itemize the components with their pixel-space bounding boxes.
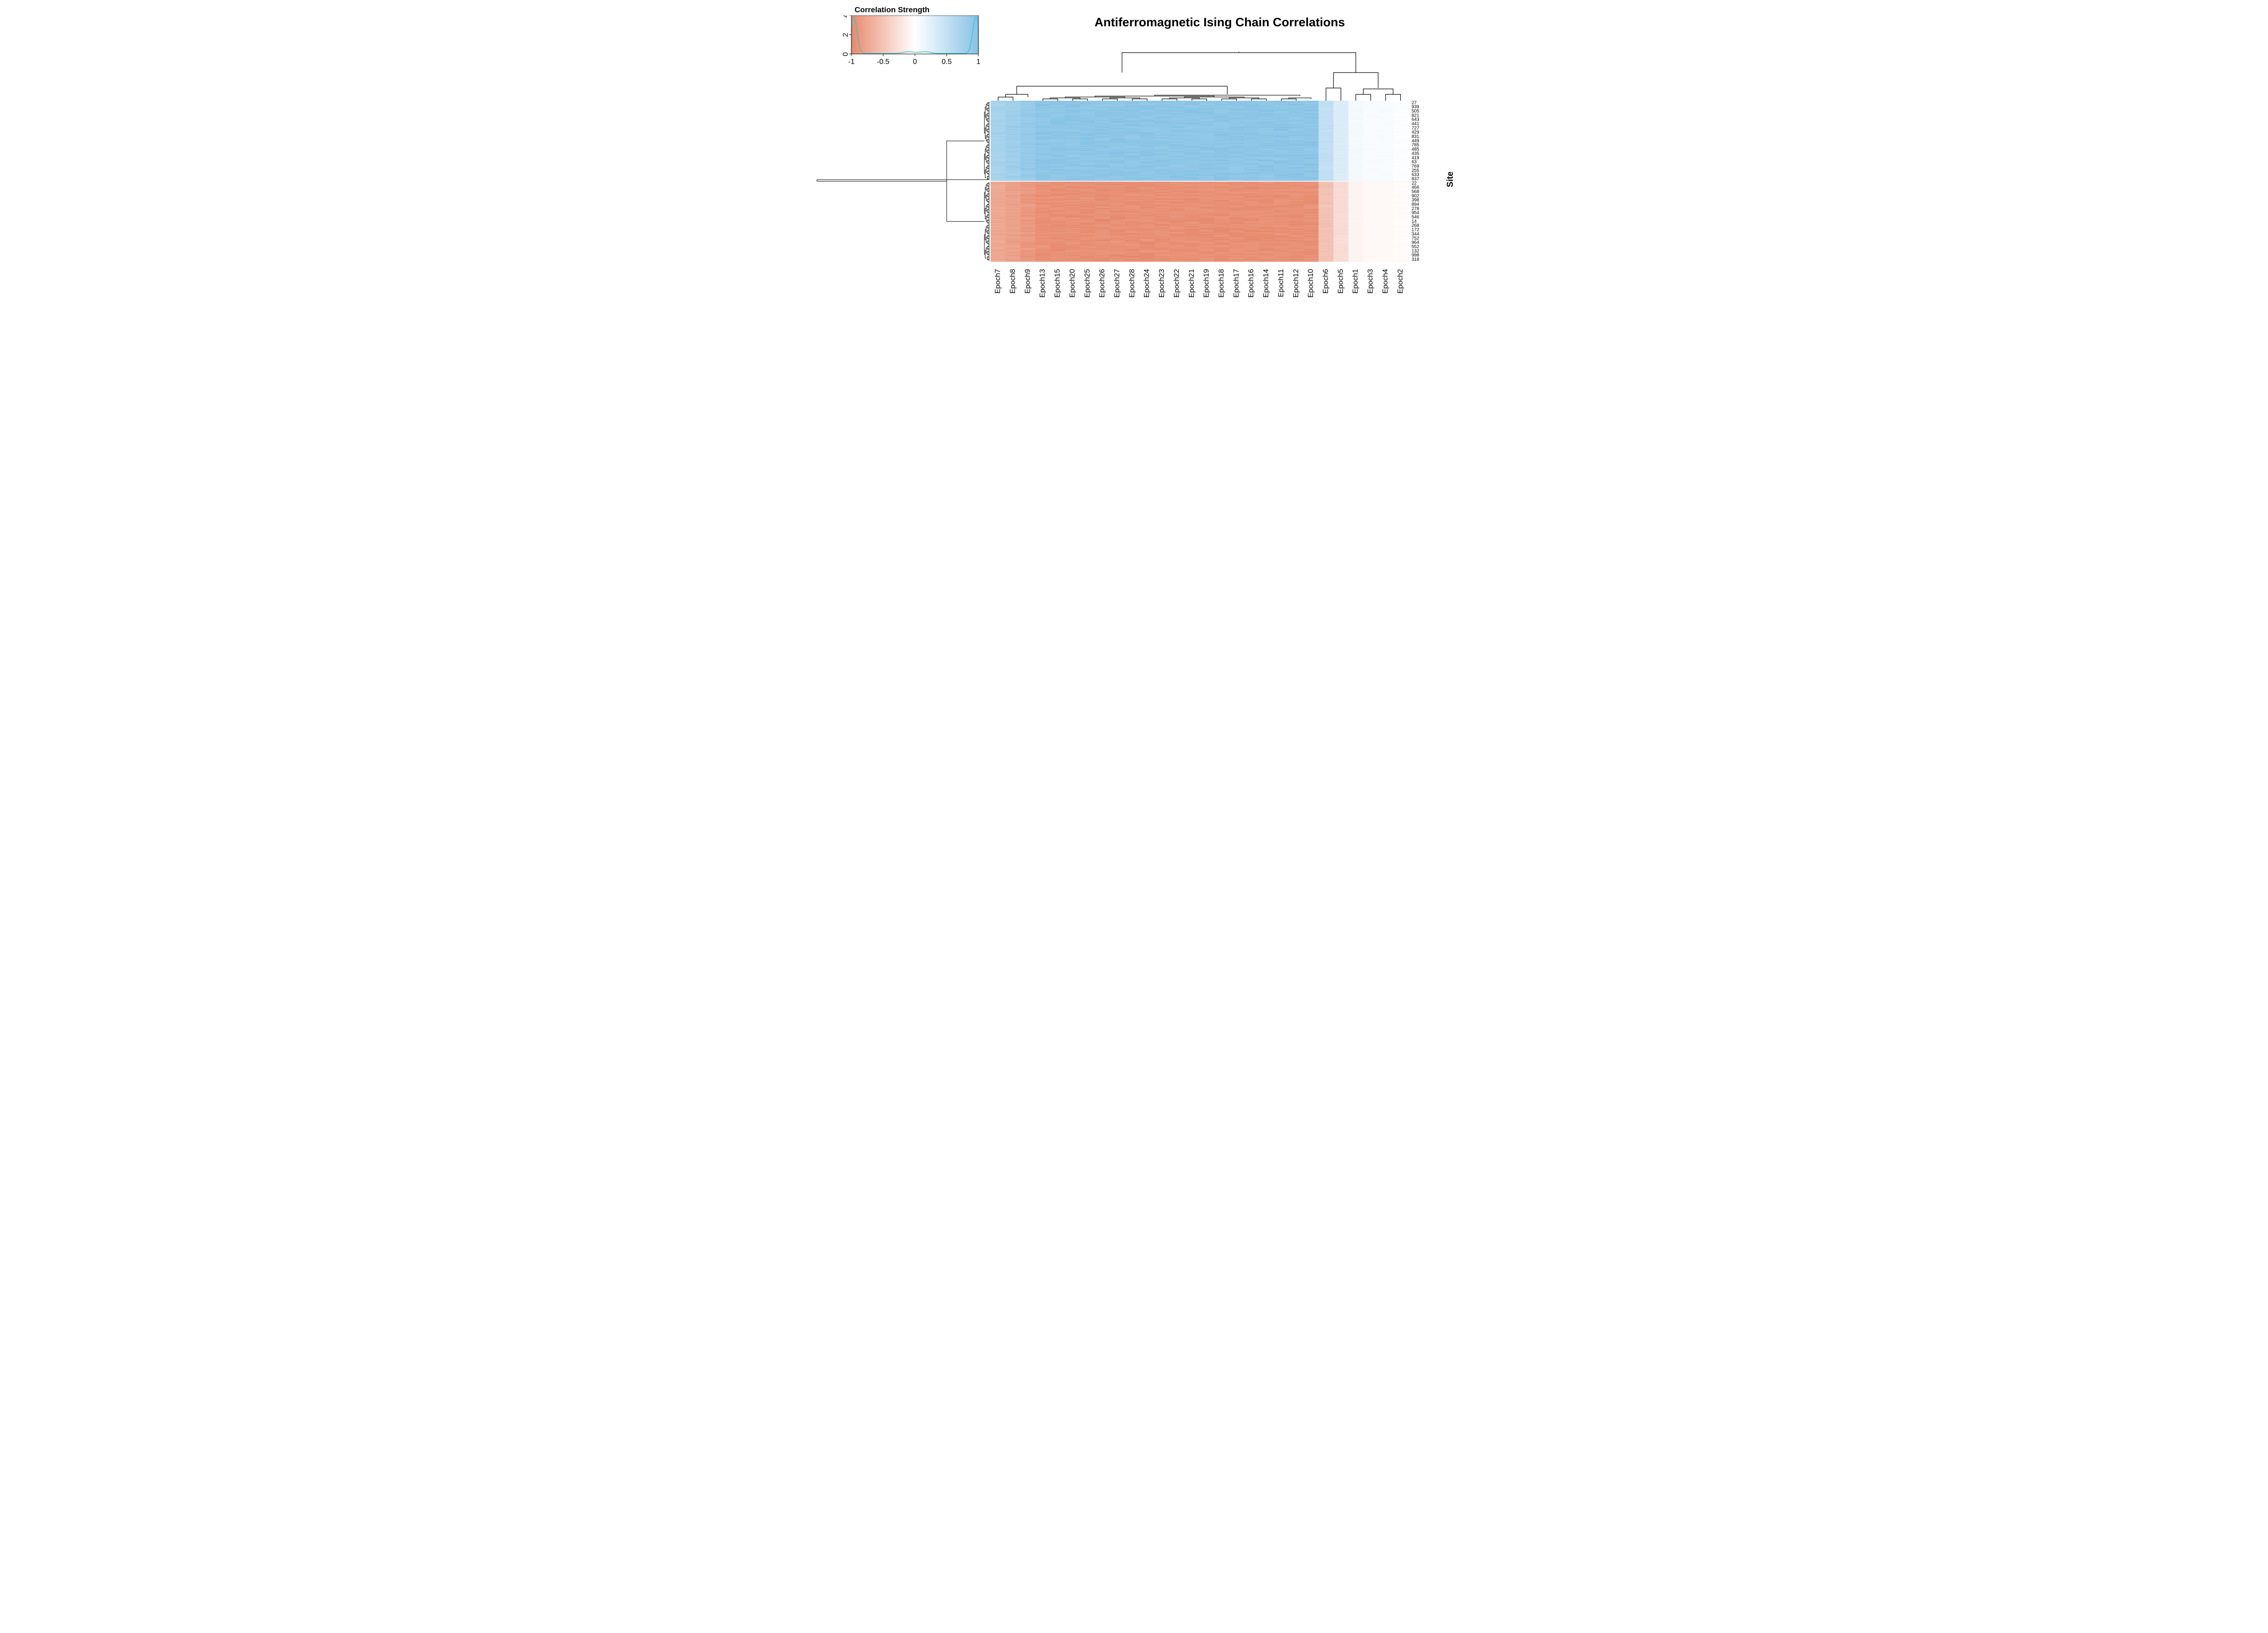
column-label: Epoch24 <box>1143 269 1151 298</box>
column-label: Epoch18 <box>1218 269 1226 298</box>
column-label: Epoch25 <box>1084 269 1091 298</box>
svg-text:0.5: 0.5 <box>942 58 952 66</box>
colorbar-legend: 0 2 4 -1 -0.5 0 0.5 1 <box>841 15 982 71</box>
column-label: Epoch14 <box>1262 269 1270 298</box>
column-labels: Epoch7 Epoch8 Epoch9 Epoch13 Epoch15 Epoch20 E… <box>991 266 1408 316</box>
column-label: Epoch9 <box>1024 269 1031 293</box>
column-label: Epoch10 <box>1307 269 1315 298</box>
svg-text:4: 4 <box>842 15 850 18</box>
column-label: Epoch16 <box>1247 269 1255 298</box>
column-label: Epoch21 <box>1188 269 1196 298</box>
row-label: 318 <box>1412 257 1419 262</box>
column-label: Epoch20 <box>1069 269 1076 298</box>
svg-text:0: 0 <box>913 58 917 66</box>
heatmap <box>991 101 1408 262</box>
column-label: Epoch27 <box>1114 269 1121 298</box>
column-label: Epoch28 <box>1128 269 1136 298</box>
column-label: Epoch19 <box>1203 269 1211 298</box>
column-label: Epoch1 <box>1352 269 1359 293</box>
row-labels: 2793950582164344172742983144978548543541… <box>1412 101 1439 262</box>
column-label: Epoch13 <box>1039 269 1046 298</box>
column-label: Epoch5 <box>1337 269 1344 293</box>
column-label: Epoch12 <box>1292 269 1300 298</box>
svg-text:-1: -1 <box>848 58 855 66</box>
column-label: Epoch6 <box>1322 269 1330 293</box>
column-label: Epoch26 <box>1099 269 1106 298</box>
column-label: Epoch23 <box>1158 269 1166 298</box>
site-axis-label: Site <box>1446 171 1456 187</box>
column-label: Epoch11 <box>1277 269 1285 297</box>
column-label: Epoch7 <box>994 269 1002 293</box>
column-label: Epoch17 <box>1232 269 1240 298</box>
svg-text:2: 2 <box>842 33 850 37</box>
row-dendrogram <box>815 101 990 262</box>
svg-text:0: 0 <box>842 52 850 56</box>
column-label: Epoch8 <box>1009 269 1017 293</box>
chart-title: Antiferromagnetic Ising Chain Correlatio… <box>1011 15 1428 29</box>
column-label: Epoch3 <box>1367 269 1374 293</box>
svg-text:-0.5: -0.5 <box>877 58 890 66</box>
column-label: Epoch4 <box>1382 269 1389 293</box>
legend-title: Correlation Strength <box>855 5 929 15</box>
column-dendrogram <box>991 51 1408 101</box>
column-label: Epoch2 <box>1397 269 1404 293</box>
svg-text:1: 1 <box>977 58 981 66</box>
column-label: Epoch22 <box>1173 269 1181 298</box>
column-label: Epoch15 <box>1054 269 1061 298</box>
